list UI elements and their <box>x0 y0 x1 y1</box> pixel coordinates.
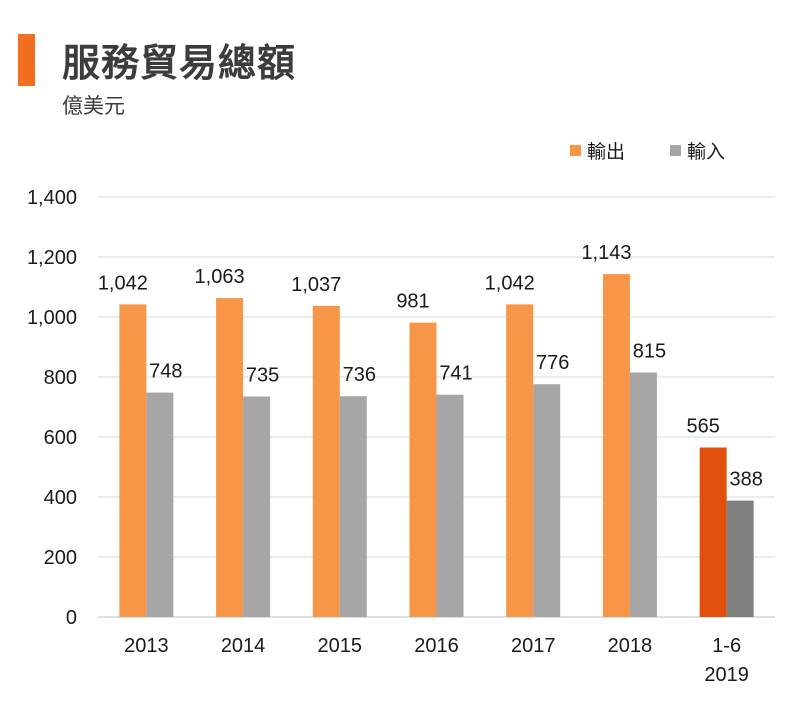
x-tick-label: 2015 <box>318 635 363 657</box>
y-tick-label: 800 <box>44 367 77 389</box>
y-tick-label: 1,000 <box>27 307 77 329</box>
x-tick-label: 2018 <box>608 635 653 657</box>
import-bar <box>726 500 754 617</box>
export-data-label: 1,037 <box>291 274 341 296</box>
x-tick-label: 2014 <box>221 635 266 657</box>
export-bar <box>119 304 147 617</box>
legend-export-label: 輸出 <box>587 141 625 163</box>
x-tick-label: 2017 <box>511 635 556 657</box>
import-bar <box>436 394 464 617</box>
x-tick-label: 2019 <box>704 664 749 686</box>
import-bar <box>243 396 271 617</box>
export-bar <box>216 298 244 617</box>
title-accent-bar <box>18 34 35 86</box>
import-data-label: 736 <box>343 364 376 386</box>
import-bar <box>629 372 657 617</box>
export-bar <box>409 322 437 617</box>
import-bar <box>146 392 174 617</box>
x-tick-label: 2013 <box>124 635 169 657</box>
import-bar <box>533 384 561 617</box>
chart-subtitle-unit: 億美元 <box>62 94 125 118</box>
y-tick-label: 400 <box>44 487 77 509</box>
y-tick-label: 200 <box>44 547 77 569</box>
legend-import-swatch <box>670 145 681 156</box>
export-data-label: 1,143 <box>581 242 631 264</box>
y-tick-label: 0 <box>66 607 77 629</box>
export-bar <box>699 447 727 617</box>
export-data-label: 1,042 <box>98 272 148 294</box>
y-tick-label: 1,400 <box>27 187 77 209</box>
export-bar <box>506 304 534 617</box>
import-data-label: 776 <box>536 352 569 374</box>
legend-import-label: 輸入 <box>687 141 725 163</box>
y-tick-label: 1,200 <box>27 247 77 269</box>
import-data-label: 735 <box>246 365 279 387</box>
y-tick-label: 600 <box>44 427 77 449</box>
import-bar <box>339 396 367 617</box>
x-tick-label: 1-6 <box>712 635 741 657</box>
export-bar <box>312 305 340 617</box>
chart-title: 服務貿易總額 <box>62 41 297 85</box>
import-data-label: 815 <box>633 341 666 363</box>
import-data-label: 748 <box>149 361 182 383</box>
import-data-label: 741 <box>439 363 472 385</box>
export-bar <box>602 274 630 617</box>
import-data-label: 388 <box>729 469 762 491</box>
export-data-label: 1,042 <box>485 272 535 294</box>
export-data-label: 565 <box>686 416 719 438</box>
export-data-label: 1,063 <box>195 266 245 288</box>
x-tick-label: 2016 <box>414 635 459 657</box>
legend-export-swatch <box>570 145 581 156</box>
export-data-label: 981 <box>396 291 429 313</box>
